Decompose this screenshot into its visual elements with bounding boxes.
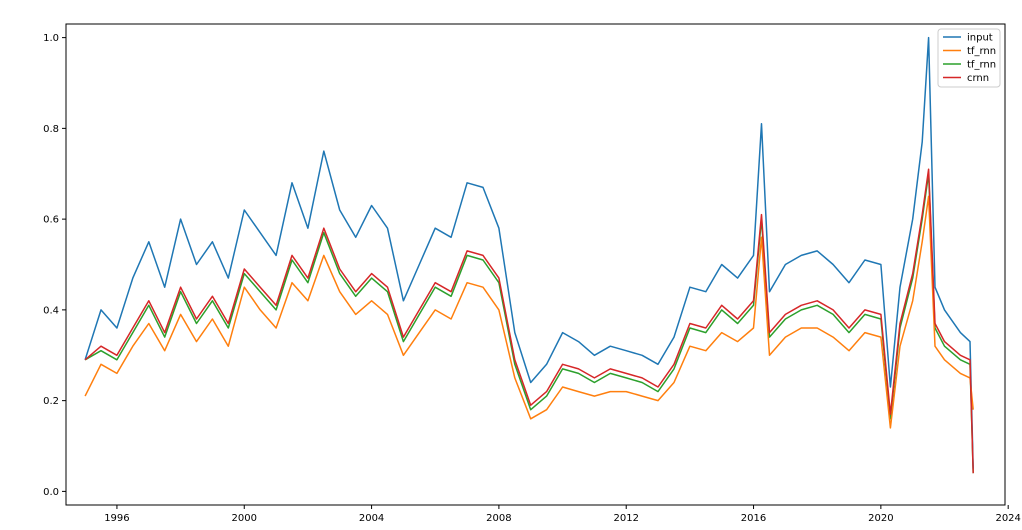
x-tick-label: 2008	[486, 513, 511, 524]
series-line-tf_rnn-2	[84, 172, 974, 474]
y-tick-label: 0.6	[43, 215, 59, 226]
y-tick-label: 0.0	[43, 487, 59, 498]
x-tick-label: 2004	[359, 513, 384, 524]
legend-label: tf_rnn	[967, 60, 996, 71]
x-axis: 1996 2000 2004 2008 2012 2016 2020 2024	[104, 505, 1021, 524]
x-tick-label: 2012	[613, 513, 638, 524]
series-line-tf_rnn-1	[84, 195, 974, 429]
y-axis: 0.0 0.2 0.4 0.6 0.8 1.0	[43, 33, 66, 498]
x-tick-label: 2020	[868, 513, 893, 524]
plot-area	[65, 23, 1006, 506]
legend-label: tf_rnn	[967, 46, 996, 57]
series-line-input-0	[84, 36, 974, 469]
x-tick-label: 2024	[995, 513, 1020, 524]
y-tick-label: 0.8	[43, 124, 59, 135]
x-tick-label: 1996	[104, 513, 129, 524]
legend-box	[937, 28, 1001, 88]
x-tick-label: 2000	[232, 513, 257, 524]
x-tick-label: 2016	[741, 513, 766, 524]
legend-label: input	[967, 33, 993, 44]
y-tick-label: 0.2	[43, 396, 59, 407]
legend-label: crnn	[967, 73, 989, 84]
series-lines	[84, 36, 974, 474]
y-tick-label: 0.4	[43, 305, 59, 316]
series-line-crnn-3	[84, 168, 974, 474]
y-tick-label: 1.0	[43, 33, 59, 44]
